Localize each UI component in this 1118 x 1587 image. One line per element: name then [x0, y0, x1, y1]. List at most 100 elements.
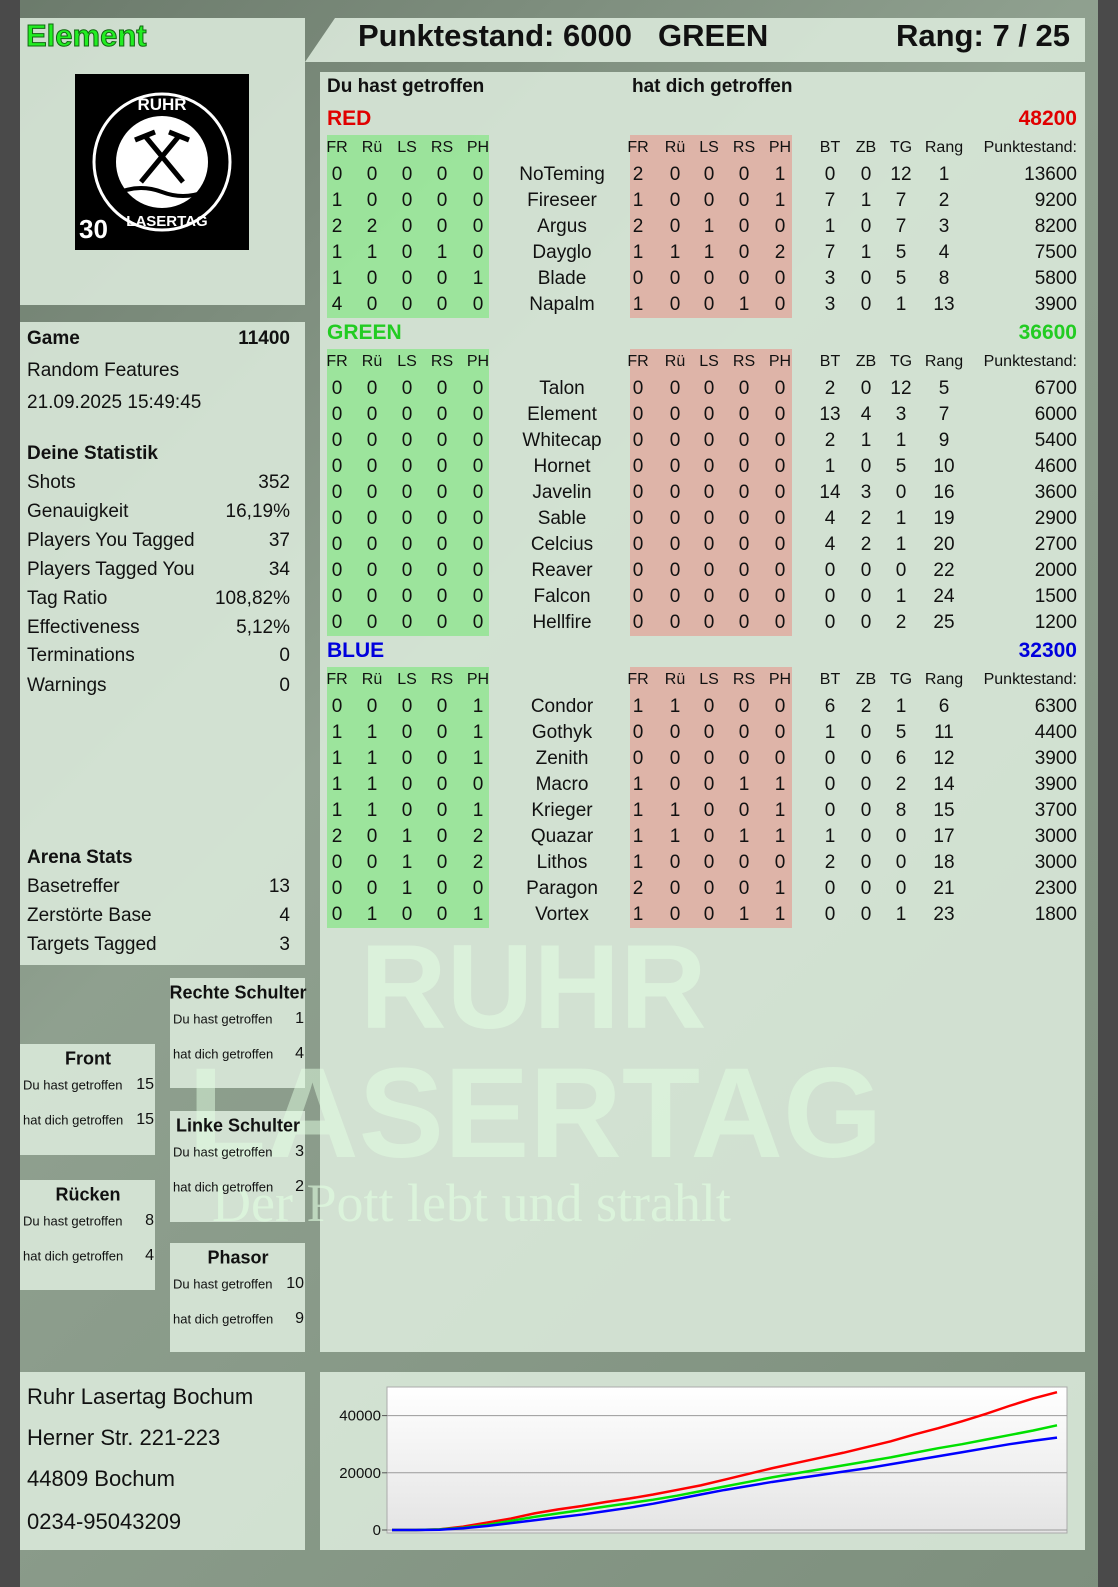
hit-given: 0 — [366, 378, 378, 399]
hit-given: 0 — [331, 378, 343, 399]
hit-taken: 1 — [632, 242, 644, 263]
player-stat: 1 — [895, 696, 907, 717]
hit-taken: 0 — [738, 378, 750, 399]
player-stat: 2000 — [1034, 560, 1077, 581]
hit-given: 0 — [401, 164, 413, 185]
player-stat: 0 — [824, 586, 836, 607]
arena-title: Arena Stats — [27, 847, 133, 868]
col-header: LS — [699, 671, 719, 688]
stat-value: 5,12% — [236, 617, 290, 638]
player-stat: 23 — [933, 904, 955, 925]
col-header: Rü — [361, 671, 383, 688]
taken-bg — [630, 135, 792, 318]
hit-taken: 0 — [774, 268, 786, 289]
player-stat: 7 — [824, 242, 836, 263]
stat-label: Terminations — [27, 645, 135, 666]
hit-taken: 0 — [703, 722, 715, 743]
hit-given: 0 — [366, 430, 378, 451]
player-stat: 2 — [895, 774, 907, 795]
hit-taken: 1 — [774, 800, 786, 821]
score-header: Punktestand: 6000 — [358, 18, 632, 54]
hit-taken: 0 — [703, 852, 715, 873]
hit-taken: 0 — [774, 404, 786, 425]
hit-taken: 0 — [703, 294, 715, 315]
hit-taken: 0 — [738, 482, 750, 503]
player-stat: 0 — [895, 826, 907, 847]
hit-given: 0 — [436, 748, 448, 769]
hit-taken: 0 — [669, 722, 681, 743]
hit-taken: 0 — [703, 612, 715, 633]
player-stat: 2 — [860, 534, 872, 555]
col-header: BT — [819, 671, 841, 688]
player-stat: 6 — [824, 696, 836, 717]
player-stat: 2300 — [1034, 878, 1077, 899]
player-stat: 0 — [860, 904, 872, 925]
arena-value: 4 — [279, 905, 290, 926]
hit-taken: 0 — [738, 164, 750, 185]
frame-left — [0, 0, 20, 1587]
hit-given: 1 — [472, 722, 484, 743]
hit-taken: 1 — [738, 826, 750, 847]
header-panel — [305, 18, 1085, 62]
hit-given: 0 — [331, 430, 343, 451]
player-stat: 0 — [860, 826, 872, 847]
hit-given: 0 — [366, 508, 378, 529]
hit-taken: 0 — [703, 456, 715, 477]
hit-taken: 0 — [632, 430, 644, 451]
hit-given: 0 — [331, 904, 343, 925]
player-stat: 6700 — [1034, 378, 1077, 399]
hit-given: 0 — [436, 826, 448, 847]
player-stat: 0 — [895, 878, 907, 899]
col-header: FR — [326, 353, 348, 370]
hit-taken: 0 — [703, 534, 715, 555]
player-stat: 1200 — [1034, 612, 1077, 633]
hit-taken: 2 — [774, 242, 786, 263]
player-stat: 2900 — [1034, 508, 1077, 529]
taken-bg — [630, 667, 792, 928]
hit-taken: 0 — [703, 800, 715, 821]
hit-given: 1 — [366, 800, 378, 821]
hit-given: 1 — [472, 696, 484, 717]
hit-given: 0 — [472, 508, 484, 529]
player-stat: 7 — [938, 404, 950, 425]
player-stat: 3 — [824, 268, 836, 289]
player-stat: 3000 — [1034, 826, 1077, 847]
hit-given: 0 — [366, 534, 378, 555]
col-header: ZB — [855, 353, 877, 370]
hit-taken: 1 — [738, 294, 750, 315]
col-header: TG — [889, 139, 913, 156]
hit-given: 0 — [401, 508, 413, 529]
stat-label: Players You Tagged — [27, 530, 195, 551]
hit-taken: 0 — [774, 378, 786, 399]
player-stat: 2 — [824, 430, 836, 451]
player-stat: 7 — [895, 190, 907, 211]
hit-given: 4 — [331, 294, 343, 315]
player-stat: 2 — [824, 378, 836, 399]
zone-label: hat dich getroffen — [23, 1248, 124, 1264]
player-stat: 1 — [860, 242, 872, 263]
hit-given: 0 — [331, 164, 343, 185]
hit-given: 0 — [401, 190, 413, 211]
player-name: Hornet — [533, 456, 591, 477]
col-header: Rü — [664, 671, 686, 688]
player-stat: 3 — [824, 294, 836, 315]
player-stat: 18 — [933, 852, 955, 873]
hit-given: 0 — [436, 722, 448, 743]
stat-value: 108,82% — [214, 588, 290, 609]
hit-taken: 0 — [774, 430, 786, 451]
hit-given: 0 — [331, 560, 343, 581]
zone-title: Phasor — [207, 1247, 269, 1268]
hit-taken: 0 — [738, 800, 750, 821]
hit-given: 0 — [472, 190, 484, 211]
player-stat: 9200 — [1034, 190, 1077, 211]
hit-given: 1 — [331, 748, 343, 769]
hit-taken: 0 — [632, 508, 644, 529]
zone-box — [20, 1180, 155, 1290]
hit-given: 0 — [366, 294, 378, 315]
hit-given: 1 — [331, 242, 343, 263]
stat-value: 352 — [258, 472, 290, 493]
hit-taken: 1 — [669, 242, 681, 263]
hit-taken: 0 — [703, 508, 715, 529]
player-stat: 0 — [860, 456, 872, 477]
hit-taken: 0 — [632, 586, 644, 607]
